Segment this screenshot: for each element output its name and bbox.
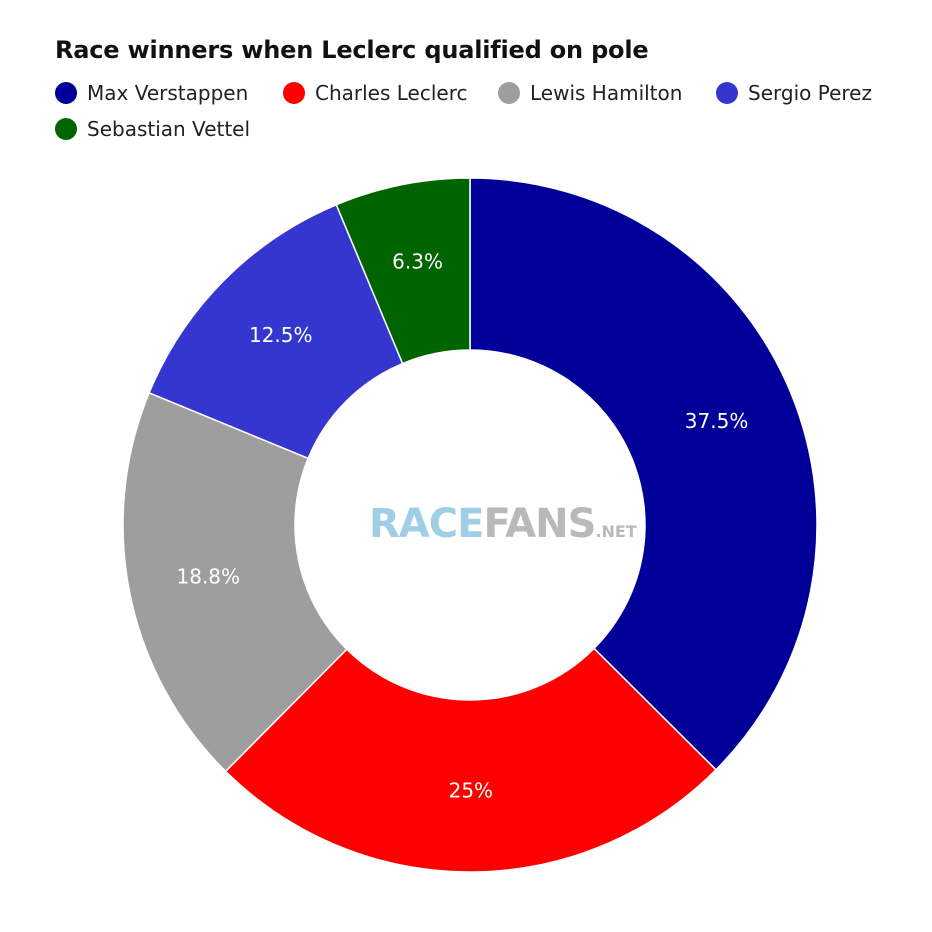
donut-slices <box>122 177 818 873</box>
legend-item-charles-leclerc[interactable]: Charles Leclerc <box>283 78 468 108</box>
data-label-max-verstappen: 37.5% <box>685 409 749 433</box>
slice-sergio-perez[interactable] <box>148 203 404 460</box>
data-label-sebastian-vettel: 6.3% <box>392 250 443 274</box>
logo-part-race: RACE <box>369 501 484 547</box>
legend-label: Lewis Hamilton <box>530 81 683 105</box>
legend-label: Max Verstappen <box>87 81 249 105</box>
legend-swatch <box>283 82 305 104</box>
legend-swatch <box>498 82 520 104</box>
data-label-lewis-hamilton: 18.8% <box>177 564 241 588</box>
legend-item-max-verstappen[interactable]: Max Verstappen <box>55 78 248 108</box>
legend-item-sebastian-vettel[interactable]: Sebastian Vettel <box>55 114 250 144</box>
legend-swatch <box>55 82 77 104</box>
slice-lewis-hamilton[interactable] <box>122 391 348 773</box>
legend-item-sergio-perez[interactable]: Sergio Perez <box>716 78 872 108</box>
data-label-charles-leclerc: 25% <box>449 778 493 802</box>
slice-charles-leclerc[interactable] <box>224 647 718 873</box>
racefans-logo: RACEFANS.NET <box>369 502 637 554</box>
legend-label: Sergio Perez <box>748 81 872 105</box>
legend-swatch <box>55 118 77 140</box>
logo-part-fans: FANS <box>483 501 596 547</box>
logo-part-net: .NET <box>595 522 637 541</box>
slice-sebastian-vettel[interactable] <box>335 177 471 365</box>
legend-item-lewis-hamilton[interactable]: Lewis Hamilton <box>498 78 682 108</box>
donut-labels: 37.5% 25% 18.8% 12.5% 6.3% <box>177 250 749 803</box>
legend-label: Charles Leclerc <box>315 81 468 105</box>
chart-title: Race winners when Leclerc qualified on p… <box>55 36 649 64</box>
data-label-sergio-perez: 12.5% <box>249 323 313 347</box>
slice-max-verstappen[interactable] <box>469 177 818 771</box>
legend-swatch <box>716 82 738 104</box>
legend-label: Sebastian Vettel <box>87 117 251 141</box>
